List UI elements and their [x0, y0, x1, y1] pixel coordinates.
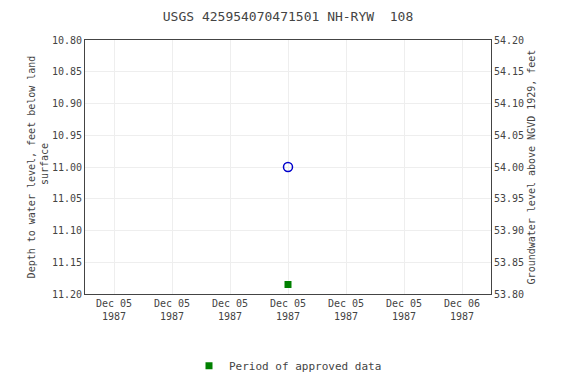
svg-text:54.10: 54.10	[494, 98, 524, 109]
svg-text:54.20: 54.20	[494, 35, 524, 46]
svg-text:Depth to water level, feet bel: Depth to water level, feet below land su…	[26, 56, 50, 279]
svg-text:53.85: 53.85	[494, 257, 524, 268]
svg-text:53.80: 53.80	[494, 289, 524, 300]
svg-text:11.05: 11.05	[52, 193, 82, 204]
svg-text:10.80: 10.80	[52, 35, 82, 46]
svg-text:USGS 425954070471501 NH-RYW 1: USGS 425954070471501 NH-RYW 108	[163, 9, 413, 24]
svg-text:54.05: 54.05	[494, 130, 524, 141]
svg-text:53.95: 53.95	[494, 193, 524, 204]
svg-text:11.10: 11.10	[52, 225, 82, 236]
svg-text:Dec 051987: Dec 051987	[96, 298, 132, 322]
svg-text:Dec 051987: Dec 051987	[154, 298, 190, 322]
svg-text:Dec 051987: Dec 051987	[270, 298, 306, 322]
svg-text:Groundwater level above NGVD 1: Groundwater level above NGVD 1929, feet	[526, 50, 537, 285]
svg-text:Dec 061987: Dec 061987	[444, 298, 480, 322]
svg-text:10.90: 10.90	[52, 98, 82, 109]
svg-text:Dec 051987: Dec 051987	[328, 298, 364, 322]
svg-text:11.00: 11.00	[52, 162, 82, 173]
svg-text:10.95: 10.95	[52, 130, 82, 141]
svg-text:11.15: 11.15	[52, 257, 82, 268]
svg-text:53.90: 53.90	[494, 225, 524, 236]
svg-text:54.15: 54.15	[494, 66, 524, 77]
svg-text:11.20: 11.20	[52, 289, 82, 300]
svg-text:Period of approved data: Period of approved data	[229, 360, 381, 373]
svg-text:10.85: 10.85	[52, 66, 82, 77]
svg-text:Dec 051987: Dec 051987	[212, 298, 248, 322]
svg-text:54.00: 54.00	[494, 162, 524, 173]
svg-text:Dec 051987: Dec 051987	[386, 298, 422, 322]
